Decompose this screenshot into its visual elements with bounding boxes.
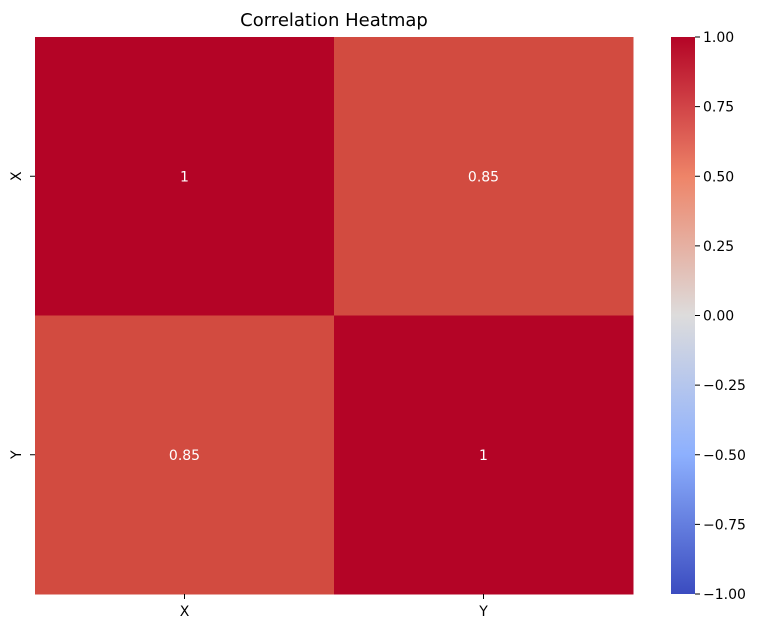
y-tick-label: X xyxy=(9,171,25,181)
colorbar-tick-label: 0.00 xyxy=(703,309,734,325)
x-tick-label: Y xyxy=(478,604,488,620)
colorbar-ticks: 1.00 0.75 0.50 0.25 0.00 −0.25 −0.50 −0.75 −1.00 xyxy=(695,30,746,603)
cell-value-label: 0.85 xyxy=(468,169,499,185)
colorbar-tick-label: −0.25 xyxy=(703,378,746,394)
colorbar-tick-label: 0.50 xyxy=(703,169,734,185)
heatmap-cells xyxy=(35,37,634,595)
heatmap-cell-x-y xyxy=(334,37,634,316)
colorbar-tick-label: −0.75 xyxy=(703,517,746,533)
heatmap-cell-y-y xyxy=(334,315,634,595)
cell-value-label: 1 xyxy=(180,169,189,185)
cell-value-label: 1 xyxy=(479,448,488,464)
y-tick-label: Y xyxy=(9,450,25,460)
heatmap-cell-x-x xyxy=(35,37,335,316)
colorbar-tick-label: 0.25 xyxy=(703,239,734,255)
heatmap-cell-y-x xyxy=(35,315,335,595)
chart-title: Correlation Heatmap xyxy=(240,10,428,31)
colorbar-tick-label: −0.50 xyxy=(703,448,746,464)
colorbar-tick-label: −1.00 xyxy=(703,587,746,603)
colorbar-tick-label: 0.75 xyxy=(703,100,734,116)
colorbar-tick-label: 1.00 xyxy=(703,30,734,46)
colorbar-gradient-bar xyxy=(671,37,695,594)
cell-value-label: 0.85 xyxy=(169,448,200,464)
colorbar: 1.00 0.75 0.50 0.25 0.00 −0.25 −0.50 −0.75 −1.00 xyxy=(671,30,746,603)
x-tick-label: X xyxy=(180,604,190,620)
y-axis: XY xyxy=(9,171,35,460)
heatmap-cell-labels: 1 0.85 0.85 1 xyxy=(169,169,499,464)
